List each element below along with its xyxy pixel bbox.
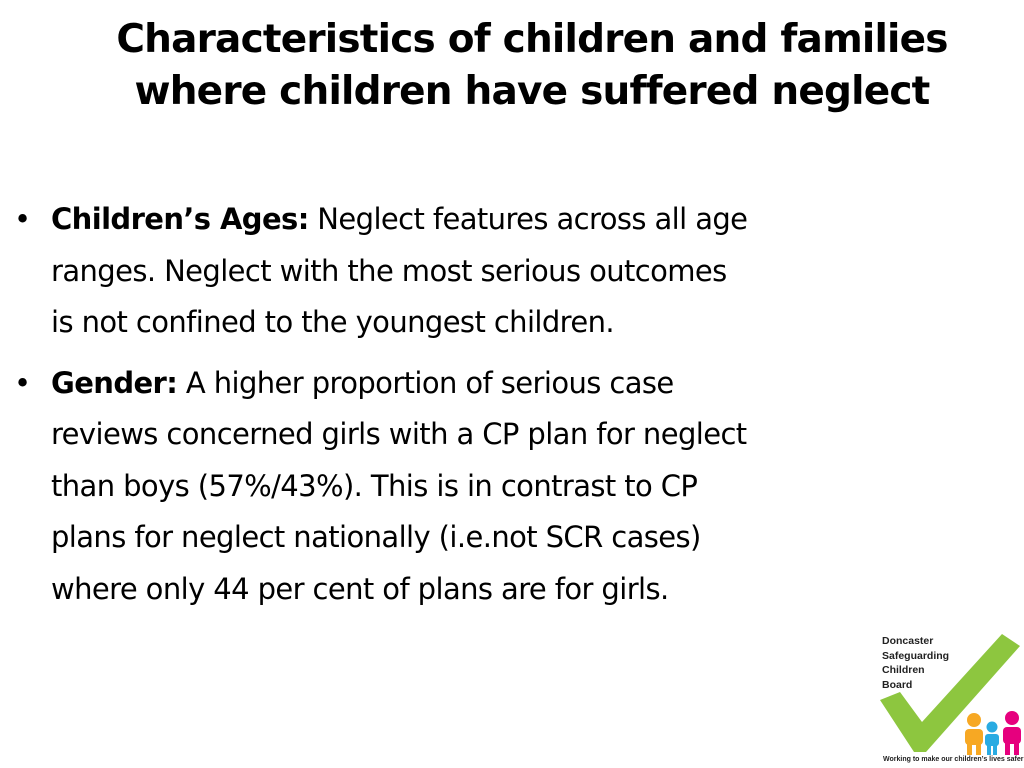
bullet-line: Children’s Ages: Neglect features across…	[51, 194, 940, 246]
logo-name-line: Doncaster	[882, 635, 934, 647]
bullet-text: Neglect features across all age	[308, 202, 748, 236]
bullet-line: ranges. Neglect with the most serious ou…	[51, 253, 727, 288]
slide-title-line: Characteristics of children and families	[116, 17, 948, 62]
bullet-list: • Children’s Ages: Neglect features acro…	[0, 194, 940, 624]
logo-name-line: Children	[882, 664, 925, 676]
dscb-logo: Doncaster Safeguarding Children Board Wo…	[870, 630, 1024, 768]
bullet-line: reviews concerned girls with a CP plan f…	[51, 417, 747, 451]
logo-name-line: Safeguarding	[882, 649, 950, 662]
bullet-gender: • Gender: A higher proportion of serious…	[0, 358, 940, 616]
bullet-dot: •	[14, 202, 31, 236]
bullet-label: Gender:	[51, 365, 178, 400]
family-figures-icon	[965, 711, 1021, 755]
bullet-text: A higher proportion of serious case	[177, 365, 674, 400]
bullet-line: where only 44 per cent of plans are for …	[51, 571, 669, 606]
bullet-childrens-ages: • Children’s Ages: Neglect features acro…	[0, 194, 940, 349]
check-mark-icon	[880, 634, 1021, 755]
logo-name: Doncaster Safeguarding Children Board	[882, 634, 949, 692]
slide-title: Characteristics of children and families…	[40, 14, 1024, 118]
bullet-line: plans for neglect nationally (i.e.not SC…	[51, 520, 701, 554]
bullet-line: is not confined to the youngest children…	[51, 305, 615, 339]
logo-name-line: Board	[882, 678, 913, 691]
bullet-line: Gender: A higher proportion of serious c…	[51, 358, 940, 410]
bullet-line: than boys (57%/43%). This is in contrast…	[51, 468, 698, 503]
slide-title-line: where children have suffered neglect	[134, 69, 930, 114]
bullet-dot: •	[14, 365, 31, 400]
bullet-label: Children’s Ages:	[51, 202, 309, 236]
logo-tagline: Working to make our children’s lives saf…	[883, 756, 1024, 763]
